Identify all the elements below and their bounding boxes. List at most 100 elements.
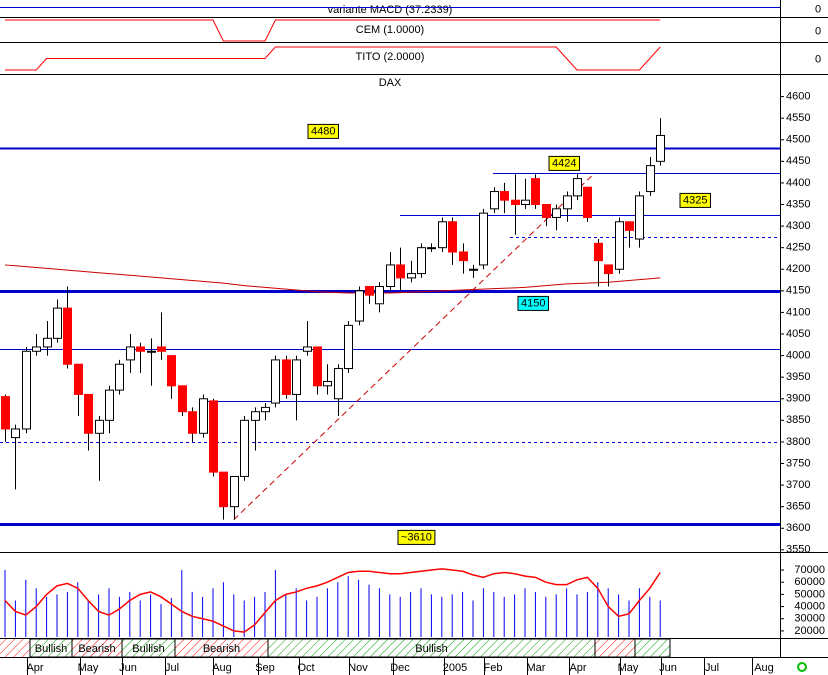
indicator-title: TITO (2.0000) — [356, 51, 425, 63]
candle-body — [375, 286, 384, 305]
candle-body — [126, 346, 135, 361]
candle-body — [261, 406, 270, 413]
level-label-box — [548, 155, 580, 171]
candle-body — [74, 363, 83, 395]
candle-body — [53, 307, 62, 339]
candle-body — [147, 350, 156, 353]
y-tick-label: 4300 — [786, 220, 810, 232]
x-tick-label: Aug — [754, 662, 774, 674]
level-label: 4424 — [552, 157, 576, 169]
x-tick-label: Feb — [484, 662, 503, 674]
candle-body — [115, 363, 124, 391]
level-label-box — [397, 529, 436, 545]
volume-tick-label: 30000 — [794, 613, 825, 625]
candle-body — [656, 134, 665, 162]
candle-body — [313, 346, 322, 387]
candle-body — [355, 290, 364, 322]
candle-body — [136, 346, 145, 352]
candle-body — [365, 286, 374, 296]
y-tick-label: 3700 — [786, 479, 810, 491]
y-tick-label: 4000 — [786, 349, 810, 361]
x-tick-label: Nov — [348, 662, 368, 674]
candle-body — [646, 165, 655, 193]
x-tick-label: Apr — [569, 662, 586, 674]
regime-hatch — [634, 638, 671, 658]
level-label-box — [679, 192, 711, 208]
y-tick-label: 3650 — [786, 501, 810, 513]
x-tick-label: 2005 — [443, 662, 467, 674]
x-tick-label: Jun — [119, 662, 137, 674]
candle-body — [469, 268, 478, 271]
level-label: 4480 — [311, 125, 335, 137]
candle-body — [303, 346, 312, 352]
x-tick-label: Apr — [26, 662, 43, 674]
candle-body — [292, 359, 301, 395]
y-tick-label: 3850 — [786, 414, 810, 426]
candle-body — [479, 212, 488, 266]
x-tick-label: Mar — [527, 662, 546, 674]
indicator-title: CEM (1.0000) — [356, 24, 424, 36]
volume-tick-label: 60000 — [794, 576, 825, 588]
y-tick-label: 4400 — [786, 177, 810, 189]
volume-tick-label: 40000 — [794, 600, 825, 612]
y-tick-label: 4100 — [786, 306, 810, 318]
y-tick-label: 4350 — [786, 198, 810, 210]
volume-tick-label: 70000 — [794, 564, 825, 576]
x-tick-label: Jul — [705, 662, 719, 674]
indicator-tick-label: 0 — [815, 53, 821, 65]
candle-body — [167, 355, 176, 387]
y-tick-label: 3550 — [786, 544, 810, 556]
indicator-title: variante MACD (37.2339) — [328, 4, 453, 16]
y-tick-label: 3900 — [786, 393, 810, 405]
y-tick-label: 4200 — [786, 263, 810, 275]
candle-body — [407, 273, 416, 279]
candle-body — [157, 346, 166, 352]
candle-body — [32, 346, 41, 352]
level-label-box — [517, 295, 549, 311]
indicator-line — [5, 46, 661, 71]
level-label: ~3610 — [401, 531, 432, 543]
indicator-tick-label: 0 — [815, 3, 821, 15]
regime-hatch — [594, 638, 636, 658]
level-label: 4150 — [521, 297, 545, 309]
x-tick-label: Aug — [212, 662, 232, 674]
x-tick-label: May — [618, 662, 639, 674]
candle-body — [282, 359, 291, 395]
y-tick-label: 4550 — [786, 112, 810, 124]
volume-tick-label: 20000 — [794, 625, 825, 637]
candle-body — [635, 195, 644, 240]
level-label: 4325 — [683, 194, 707, 206]
y-tick-label: 3800 — [786, 436, 810, 448]
candle-body — [594, 242, 603, 262]
x-tick-label: Oct — [297, 662, 314, 674]
moving-average — [4, 264, 661, 294]
candle-body — [178, 385, 187, 413]
candle-body — [521, 199, 530, 206]
status-icon — [797, 662, 807, 672]
y-tick-label: 4150 — [786, 285, 810, 297]
regime-hatch — [0, 639, 30, 657]
candle-body — [84, 393, 93, 434]
candle-body — [188, 411, 197, 434]
regime-label: Bullish — [35, 643, 67, 655]
candle-body — [271, 359, 280, 404]
y-tick-label: 3600 — [786, 522, 810, 534]
y-tick-label: 3950 — [786, 371, 810, 383]
candle-body — [1, 396, 10, 430]
candle-body — [625, 221, 634, 231]
candle-body — [209, 400, 218, 473]
x-tick-label: Jun — [659, 662, 677, 674]
indicator-tick-label: 0 — [815, 25, 821, 37]
candle-body — [199, 398, 208, 434]
candle-body — [344, 324, 353, 370]
volume-oscillator — [4, 568, 661, 633]
candle-body — [552, 208, 561, 218]
y-tick-label: 4600 — [786, 90, 810, 102]
x-tick-label: Dec — [390, 662, 410, 674]
candle-body — [22, 350, 31, 430]
candle-body — [563, 195, 572, 210]
candle-body — [500, 191, 509, 201]
candle-body — [240, 419, 249, 477]
y-tick-label: 4500 — [786, 134, 810, 146]
